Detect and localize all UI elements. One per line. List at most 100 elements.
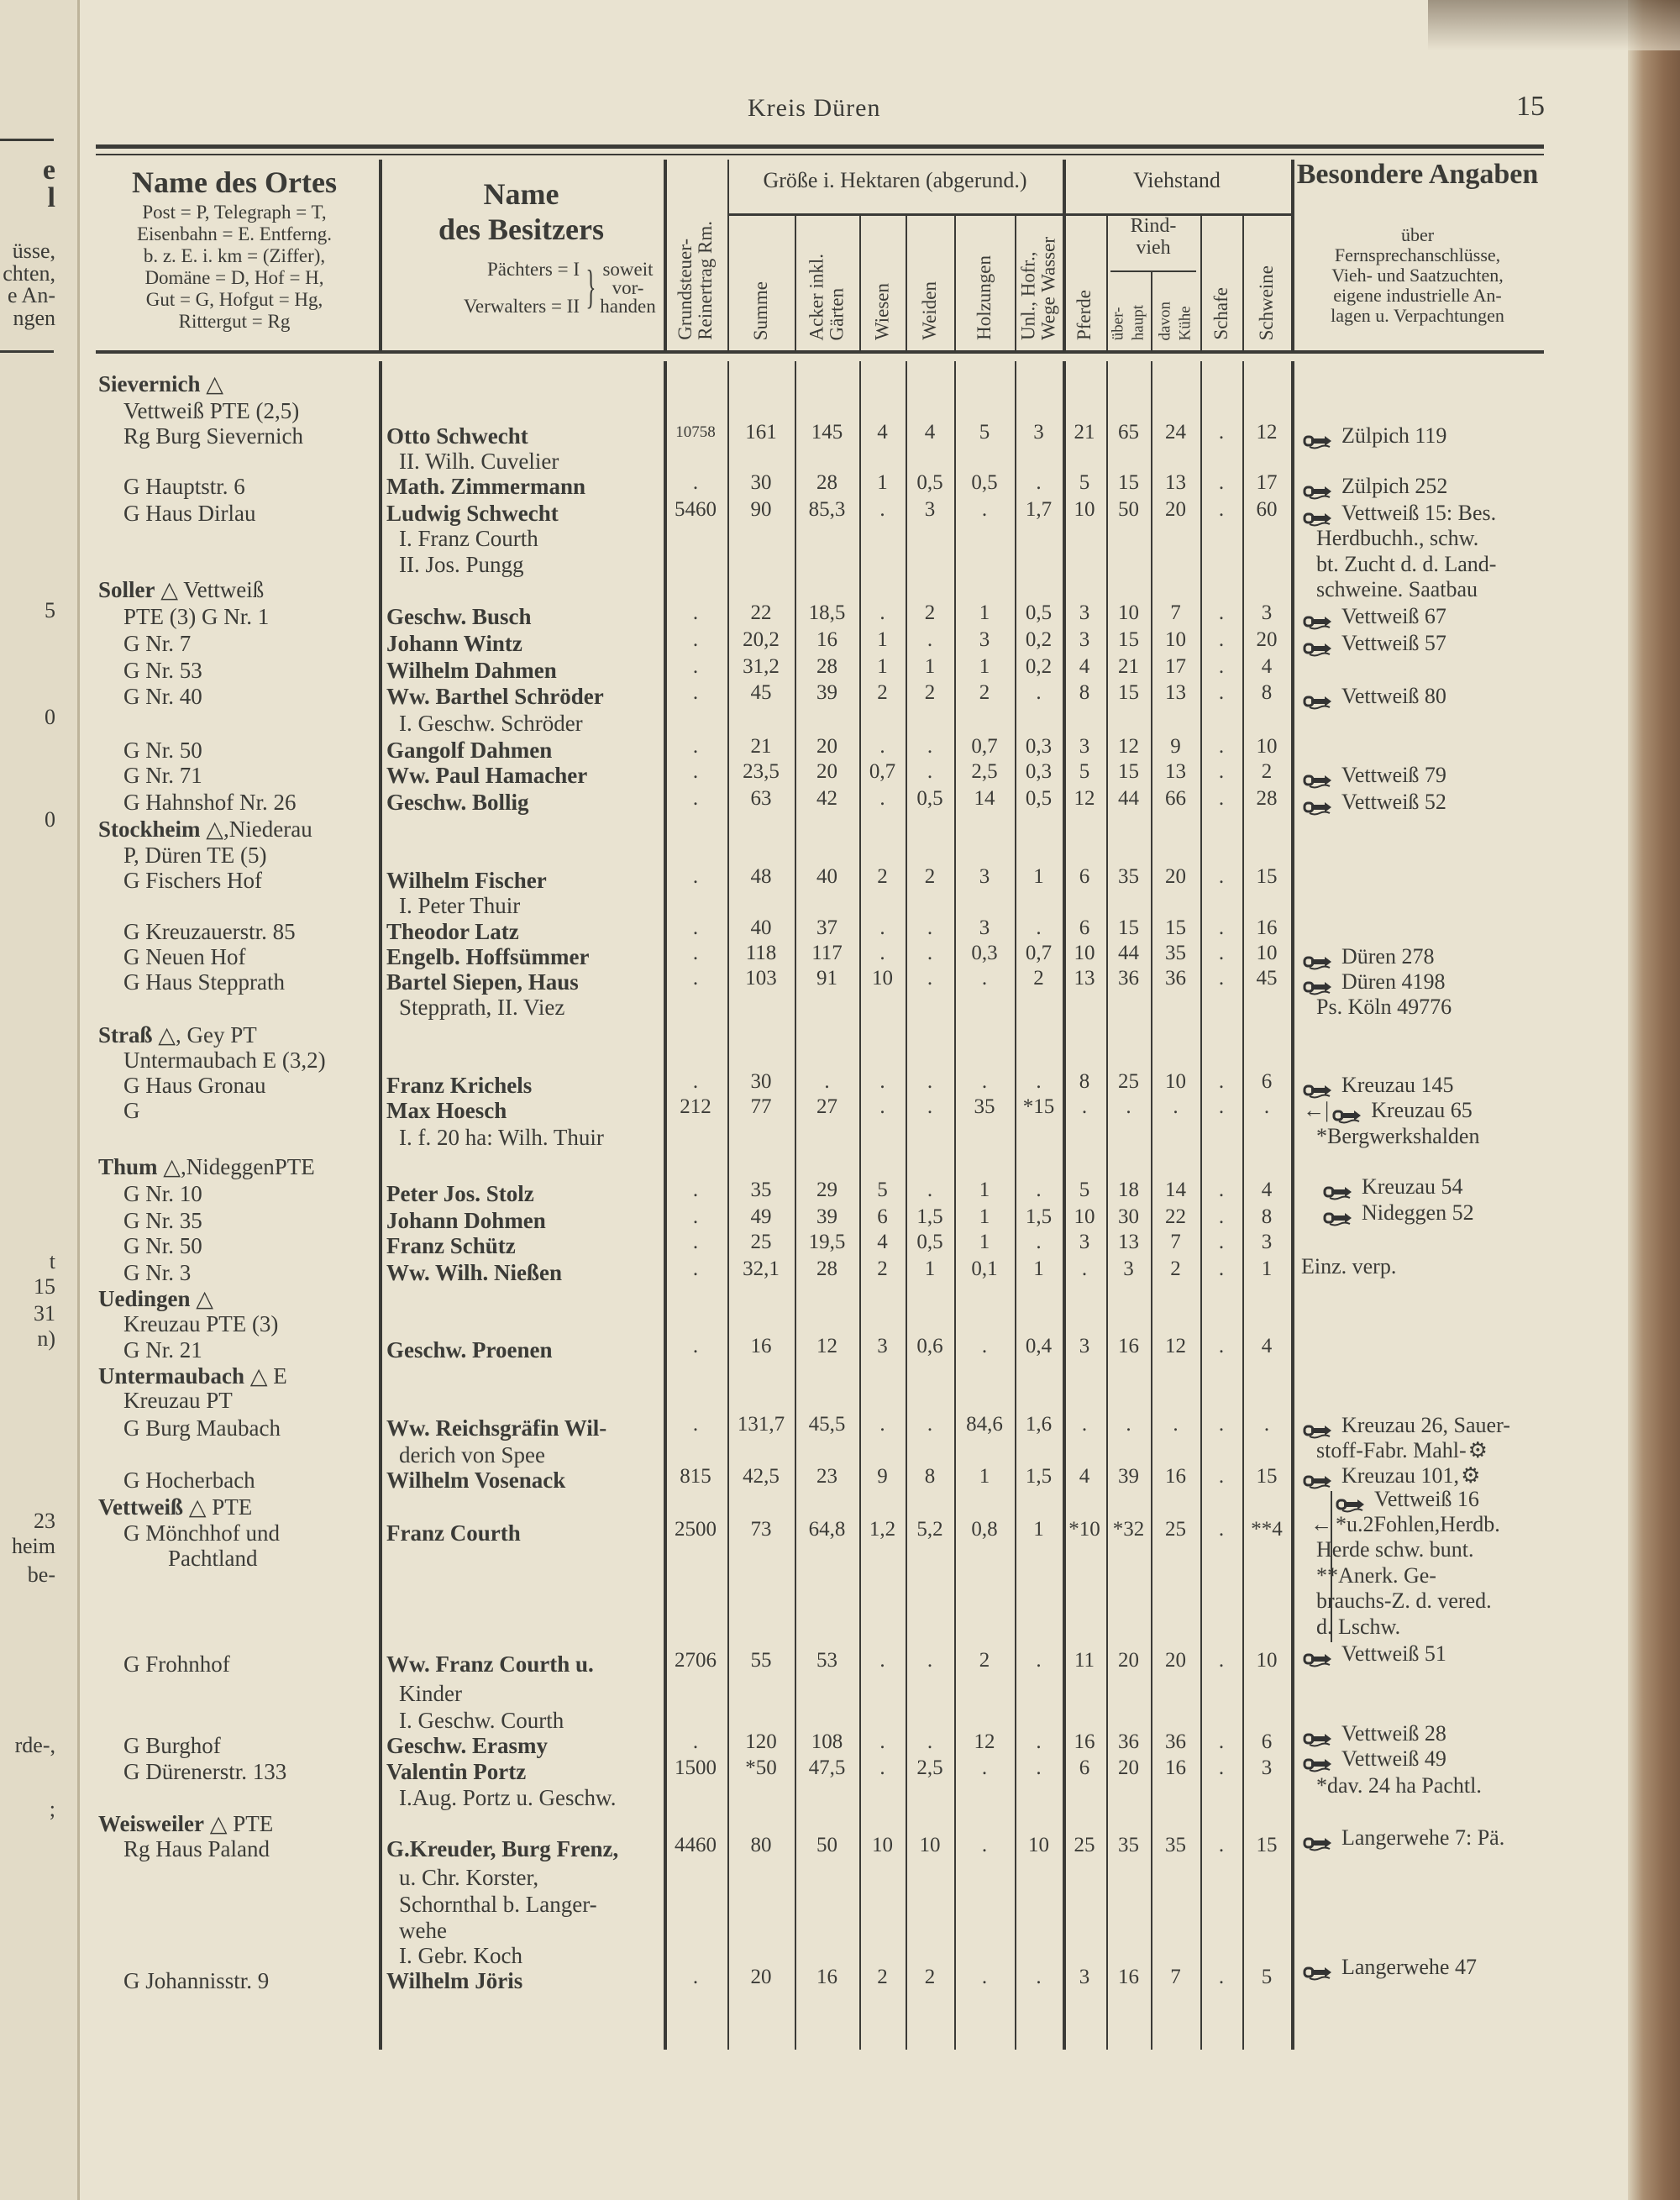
value-cell: . xyxy=(1036,471,1042,494)
value-cell: 12 xyxy=(1165,1335,1186,1357)
value-cell: 20 xyxy=(1118,1756,1139,1779)
owner-legend-manager: Verwalters = II xyxy=(463,296,580,317)
value-cell: 91 xyxy=(816,967,837,990)
value-cell: . xyxy=(692,1966,699,1988)
owner-legend-note-1: soweit xyxy=(602,259,654,280)
value-cell: . xyxy=(879,735,885,758)
table-row: G Max Hoesch 212 77 27.. 35 *15..... xyxy=(0,1095,1680,1124)
place-cell: Kreuzau PT xyxy=(123,1387,233,1414)
note-text: Einz. verp. xyxy=(1301,1254,1397,1279)
value-cell: 36 xyxy=(1118,1730,1139,1753)
value-cell: . xyxy=(981,498,988,521)
column-divider xyxy=(1242,361,1244,2050)
value-cell: 6 xyxy=(877,1205,888,1228)
value-cell: . xyxy=(1081,1258,1088,1280)
value-cell: 15 xyxy=(1118,916,1139,939)
owner-name: Wilhelm Fischer xyxy=(386,868,547,893)
telephone-icon xyxy=(1336,1493,1368,1513)
value-cell: . xyxy=(1036,1179,1042,1201)
owner-name: Wilhelm Vosenack xyxy=(386,1468,566,1493)
town-name: Straß xyxy=(98,1022,153,1047)
value-cell: . xyxy=(1218,681,1225,704)
value-cell: 16 xyxy=(750,1335,772,1357)
place-name: △, Gey PT xyxy=(158,1022,257,1047)
note-text: Kreuzau 101, xyxy=(1341,1463,1460,1488)
place-name: G Fischers Hof xyxy=(123,868,262,893)
value-cell: 40 xyxy=(750,916,772,939)
value-cell: . xyxy=(927,916,933,939)
value-cell: 0,7 xyxy=(869,760,896,783)
telephone-icon xyxy=(1303,610,1335,630)
place-cell: G Hahnshof Nr. 26 xyxy=(123,789,296,816)
telephone-icon xyxy=(1303,1831,1335,1851)
place-cell: Pachtland xyxy=(168,1545,257,1572)
value-cell: . xyxy=(692,967,699,990)
place-cell: Kreuzau PTE (3) xyxy=(123,1310,278,1337)
value-cell: . xyxy=(879,1070,885,1093)
value-cell: 20 xyxy=(1165,1649,1186,1672)
value-cell: . xyxy=(879,916,885,939)
value-cell: 1 xyxy=(1033,1518,1044,1541)
value-cell: 6 xyxy=(1079,865,1090,888)
table-row: G Nr. 10 Peter Jos. Stolz. 35 29 5. 1. 5 18 14. 4 xyxy=(0,1179,1680,1207)
table-row-continuation: Soller △ Vettweiß xyxy=(0,576,1680,603)
mill-icon: ⚙ xyxy=(1461,1463,1481,1488)
value-cell: 10 xyxy=(1074,498,1095,521)
owner-name: II. Wilh. Cuvelier xyxy=(399,449,559,474)
value-cell: 0,7 xyxy=(971,735,998,758)
place-name: Kreuzau PTE (3) xyxy=(123,1311,279,1336)
value-cell: 118 xyxy=(745,942,777,964)
table-row-continuation: Vettweiß △ PTE xyxy=(0,1494,1680,1520)
place-name: △,Niederau xyxy=(206,816,312,842)
place-name: G Neuen Hof xyxy=(123,944,246,969)
owner-name: Franz Courth xyxy=(386,1520,521,1546)
owner-name: Geschw. Busch xyxy=(386,604,532,629)
place-name: G Nr. 7 xyxy=(123,631,192,656)
holzungen-header: Holzungen xyxy=(974,255,995,340)
value-cell: . xyxy=(879,1756,885,1779)
value-cell: 5 xyxy=(979,421,990,444)
table-row: G Hahnshof Nr. 26 Geschw. Bollig. 63 42. 0,5… xyxy=(0,787,1680,816)
value-cell: 85,3 xyxy=(808,498,846,521)
value-cell: . xyxy=(1218,1070,1225,1093)
facing-page-text: rde-, xyxy=(14,1733,55,1757)
value-cell: . xyxy=(692,916,699,939)
owner-legend-note-2: vor- xyxy=(612,277,644,298)
value-cell: 0,8 xyxy=(971,1518,998,1541)
value-cell: 3 xyxy=(1261,1231,1273,1253)
table-row-continuation: Sievernich △ xyxy=(0,370,1680,397)
value-cell: 50 xyxy=(1118,498,1139,521)
note-line: **Anerk. Ge- xyxy=(1316,1562,1436,1589)
owner-name: Geschw. Bollig xyxy=(386,790,529,815)
place-cell: Untermaubach E (3,2) xyxy=(123,1047,326,1074)
place-cell: G Johannisstr. 9 xyxy=(123,1967,269,1994)
value-cell: 17 xyxy=(1165,655,1186,678)
value-cell: 3 xyxy=(1079,1966,1090,1988)
value-cell: 3 xyxy=(1079,1231,1090,1253)
value-cell: 15 xyxy=(1118,471,1139,494)
value-cell: . xyxy=(1218,1205,1225,1228)
telephone-icon xyxy=(1303,950,1335,970)
value-cell: 1 xyxy=(877,655,888,678)
value-cell: 1 xyxy=(1033,1258,1044,1280)
value-cell: 13 xyxy=(1165,471,1186,494)
value-cell: 16 xyxy=(1256,916,1278,939)
place-name: G Dürenerstr. 133 xyxy=(123,1759,287,1784)
value-cell: 2 xyxy=(877,1966,888,1988)
value-cell: 0,1 xyxy=(971,1258,998,1280)
value-cell: . xyxy=(1081,1413,1088,1436)
value-cell: 3 xyxy=(1033,421,1044,444)
place-name: △,NideggenPTE xyxy=(163,1154,315,1179)
owner-name: Theodor Latz xyxy=(386,919,519,944)
value-cell: 4 xyxy=(1079,1465,1090,1488)
value-cell: 10 xyxy=(1165,1070,1186,1093)
value-cell: 2706 xyxy=(675,1649,717,1672)
place-cell: Sievernich △ xyxy=(98,370,223,397)
column-divider xyxy=(1106,361,1108,2050)
value-cell: 1,5 xyxy=(1025,1205,1053,1228)
table-row-continuation: Untermaubach △ E xyxy=(0,1363,1680,1389)
value-cell: 1 xyxy=(979,1231,990,1253)
value-cell: 44 xyxy=(1118,787,1139,810)
value-cell: 20 xyxy=(1165,865,1186,888)
value-cell: . xyxy=(879,1095,885,1118)
